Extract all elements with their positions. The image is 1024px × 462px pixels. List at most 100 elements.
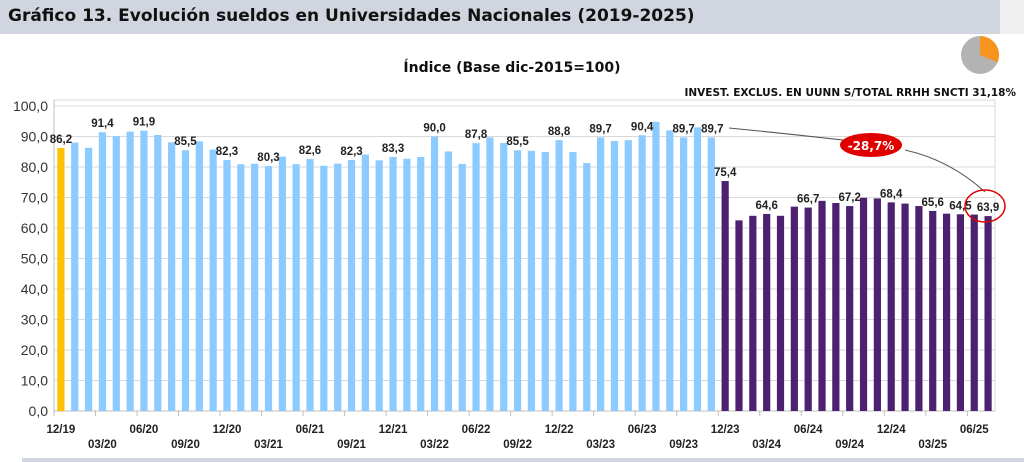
- y-tick-label: 40,0: [21, 281, 48, 297]
- x-tick-label: 12/21: [379, 424, 408, 436]
- data-label: 85,5: [506, 136, 529, 148]
- bar: [610, 141, 619, 411]
- bar: [334, 163, 342, 411]
- bar: [112, 136, 120, 411]
- bar: [278, 156, 286, 411]
- pie-slice: [980, 36, 1000, 63]
- bar: [417, 156, 425, 411]
- connector-line: [904, 149, 986, 193]
- bar: [693, 127, 702, 411]
- bar: [500, 142, 508, 411]
- bar: [444, 151, 452, 411]
- bar: [956, 214, 965, 411]
- y-tick-label: 50,0: [21, 251, 48, 267]
- data-label: 91,9: [133, 117, 155, 129]
- change-label: -28,7%: [848, 139, 895, 153]
- x-tick-label: 03/22: [420, 439, 449, 451]
- bar: [846, 206, 854, 411]
- header-edge: [1000, 0, 1024, 34]
- x-tick-label: 12/24: [877, 424, 906, 436]
- bar: [292, 164, 300, 411]
- x-tick-label: 12/20: [213, 424, 242, 436]
- data-label: 91,4: [91, 118, 114, 130]
- bar: [984, 216, 992, 411]
- bar: [472, 143, 480, 411]
- bar: [320, 165, 328, 411]
- bar: [347, 159, 356, 411]
- x-tick-label: 12/23: [711, 424, 740, 436]
- y-tick-label: 70,0: [21, 190, 48, 206]
- bar: [527, 150, 536, 411]
- y-tick-label: 90,0: [21, 129, 48, 145]
- x-tick-label: 03/20: [88, 439, 117, 451]
- x-tick-label: 09/24: [835, 439, 864, 451]
- bar: [168, 142, 176, 412]
- data-label: 64,5: [949, 200, 972, 212]
- x-tick-label: 06/20: [130, 424, 159, 436]
- bar: [901, 203, 909, 411]
- bar: [666, 130, 674, 411]
- x-tick-label: 06/22: [462, 424, 491, 436]
- x-tick-label: 09/20: [171, 439, 200, 451]
- data-label: 90,0: [423, 123, 445, 135]
- data-label: 86,2: [50, 134, 72, 146]
- bar: [929, 210, 937, 411]
- data-label: 89,7: [701, 123, 723, 135]
- bar: [818, 200, 826, 411]
- bar: [486, 137, 494, 412]
- bar: [735, 220, 743, 411]
- bar: [57, 148, 65, 411]
- data-label: 87,8: [465, 129, 488, 141]
- x-tick-label: 12/22: [545, 424, 574, 436]
- bar: [361, 154, 369, 411]
- bar: [721, 181, 729, 411]
- data-label: 88,8: [548, 126, 571, 138]
- bar: [749, 215, 757, 411]
- bar: [389, 156, 397, 411]
- x-tick-label: 03/21: [254, 439, 283, 451]
- data-label: 65,6: [922, 197, 944, 209]
- bar: [71, 142, 79, 411]
- bar: [403, 158, 411, 411]
- data-label: 82,6: [299, 145, 321, 157]
- data-label: 83,3: [382, 143, 404, 155]
- data-label: 89,7: [672, 123, 694, 135]
- x-tick-label: 06/24: [794, 424, 823, 436]
- bar: [597, 137, 605, 412]
- x-tick-label: 06/23: [628, 424, 657, 436]
- data-label: 85,5: [174, 136, 197, 148]
- bar: [209, 149, 217, 412]
- chart-title: Índice (Base dic-2015=100): [403, 59, 620, 76]
- bar: [513, 150, 522, 411]
- data-label: 63,9: [977, 202, 999, 214]
- figure-title: Gráfico 13. Evolución sueldos en Univers…: [8, 6, 695, 26]
- x-tick-label: 09/23: [669, 439, 698, 451]
- y-tick-label: 10,0: [21, 373, 48, 389]
- data-label: 66,7: [797, 194, 819, 206]
- bar: [569, 152, 577, 411]
- y-tick-label: 100,0: [13, 98, 48, 114]
- change-badge: [840, 133, 902, 157]
- x-tick-label: 03/23: [586, 439, 615, 451]
- data-label: 80,3: [257, 152, 279, 164]
- x-tick-label: 09/21: [337, 439, 366, 451]
- y-tick-label: 30,0: [21, 312, 48, 328]
- y-tick-label: 0,0: [29, 403, 49, 419]
- bar: [181, 150, 190, 411]
- bar: [859, 197, 868, 411]
- bar: [970, 214, 978, 411]
- bar: [776, 215, 785, 411]
- bar: [652, 121, 660, 412]
- bar: [915, 206, 923, 411]
- y-tick-label: 60,0: [21, 220, 48, 236]
- bottom-strip: [22, 458, 1024, 462]
- bar: [126, 131, 134, 411]
- x-tick-label: 03/24: [752, 439, 781, 451]
- bar: [583, 163, 591, 411]
- bar: [195, 141, 203, 411]
- data-label: 82,3: [216, 146, 238, 158]
- bar: [887, 202, 895, 411]
- connector-line: [728, 127, 861, 143]
- bar: [375, 160, 383, 411]
